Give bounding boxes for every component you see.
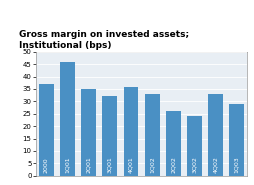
Bar xyxy=(165,111,180,176)
Bar xyxy=(39,84,54,176)
Bar xyxy=(102,96,117,176)
Text: 2Q02: 2Q02 xyxy=(170,156,175,173)
Text: 2000: 2000 xyxy=(44,157,49,173)
Text: 3Q02: 3Q02 xyxy=(191,156,196,173)
Text: 2Q01: 2Q01 xyxy=(86,156,91,173)
Text: 1Q02: 1Q02 xyxy=(149,156,154,173)
Text: 4Q01: 4Q01 xyxy=(128,156,133,173)
Bar xyxy=(60,62,75,176)
Bar xyxy=(144,94,159,176)
Bar xyxy=(228,104,243,176)
Text: 3Q01: 3Q01 xyxy=(107,156,112,173)
Text: 1Q01: 1Q01 xyxy=(65,156,70,173)
Bar xyxy=(123,87,138,176)
Text: 4Q02: 4Q02 xyxy=(212,156,217,173)
Bar xyxy=(81,89,96,176)
Bar xyxy=(186,116,201,176)
Text: Gross margin on invested assets;
Institutional (bps): Gross margin on invested assets; Institu… xyxy=(19,30,188,50)
Bar xyxy=(207,94,222,176)
Text: 1Q03: 1Q03 xyxy=(233,156,238,173)
